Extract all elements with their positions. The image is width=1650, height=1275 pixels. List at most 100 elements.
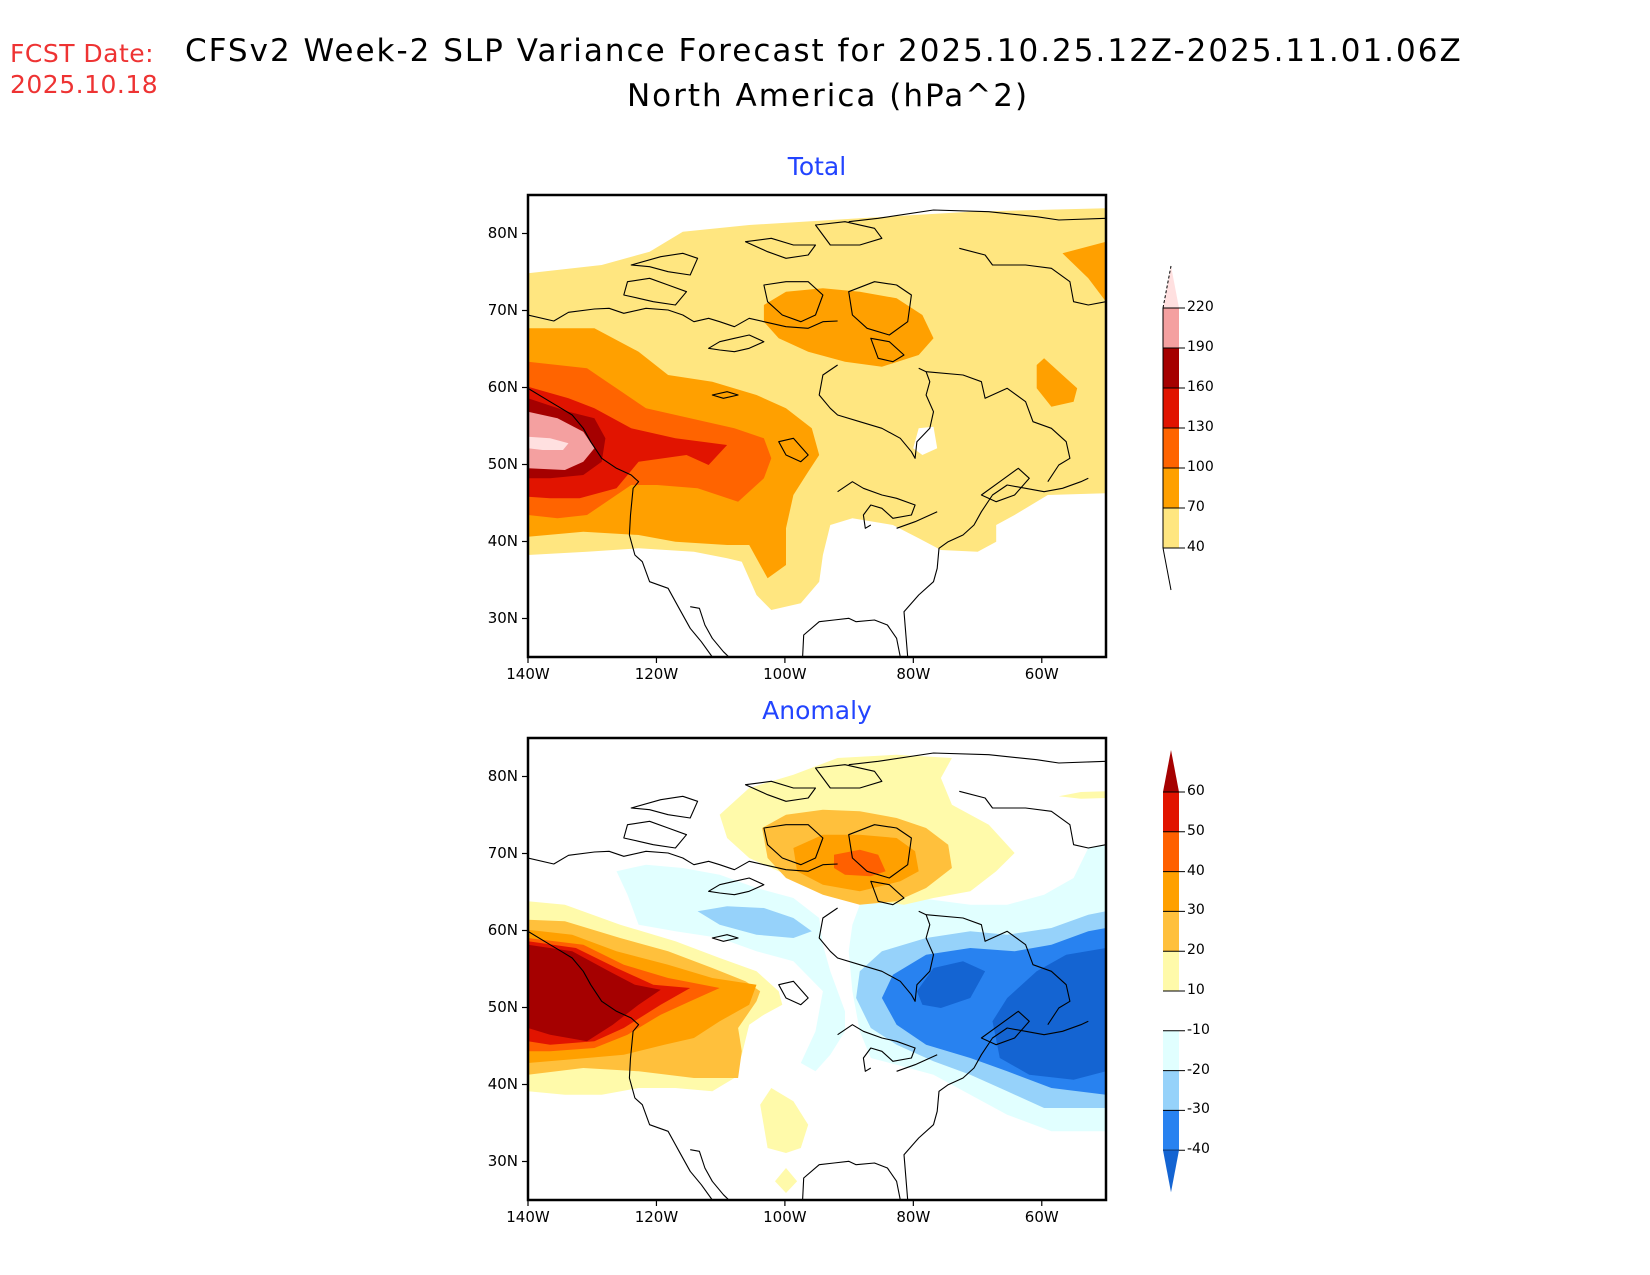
island-southampton [708,334,765,353]
lon-tick-label: 100W [763,1208,807,1226]
great-lakes [837,481,916,529]
total-map [522,193,1108,663]
coast-greenland-north [848,209,1106,223]
coast-hudson-bay [818,907,935,1002]
colorbar-label: -10 [1187,1021,1210,1038]
contour-total-190 [528,411,595,470]
island-baffin-w [763,824,824,866]
colorbar-extend-low [1162,547,1172,591]
lon-tick-label: 120W [634,665,679,683]
main-title: CFSv2 Week-2 SLP Variance Forecast for 2… [185,33,1463,69]
colorbar-anomaly [1163,750,1185,1193]
lat-tick-label: 60N [487,920,518,939]
map-frame [526,736,1108,1202]
lat-tick-label: 50N [487,997,518,1016]
colorbar-swatch [1163,1030,1179,1071]
colorbar-swatch [1163,1110,1179,1151]
island-baffin-e [848,281,912,336]
coast-gulf [802,617,901,657]
main-subtitle: North America (hPa^2) [626,78,1030,114]
contour-anom-40-north [834,849,886,877]
colorbar-extend-high-outline [1162,265,1172,309]
lake-winnipeg [778,980,809,1006]
lon-tick-label: 100W [763,665,807,683]
lat-tick-label: 30N [487,1151,518,1170]
coast-greenland-west [959,247,1106,306]
colorbar-label: 20 [1187,942,1205,959]
colorbar-label: 190 [1187,339,1214,355]
lat-tick-label: 70N [487,843,518,862]
anomaly-contours [528,752,1106,1200]
lat-tick-label: 70N [487,300,518,319]
colorbar-total [1162,265,1185,591]
lake-athabasca [711,934,739,942]
colorbar-swatch [1163,308,1179,348]
great-lakes [837,1024,916,1072]
lon-tick-label: 120W [634,1208,679,1226]
colorbar-swatch [1163,428,1179,468]
coast-hudson-bay [818,364,935,459]
contour-total-70-labrador [1036,358,1078,407]
fcst-label: FCST Date: [10,39,155,68]
lat-tick-label: 80N [487,223,518,242]
lat-tick-label: 30N [487,608,518,627]
colorbar-swatch [1163,951,1179,991]
island-south-baffin [870,337,905,363]
contour-total-220 [528,436,569,450]
contour-anom-neg40-atlantic [992,948,1106,1080]
coast-gulf [802,1160,901,1200]
panel-title-total: Total [787,152,847,181]
lake-winnipeg [778,437,809,463]
map-frame [526,193,1108,659]
lat-tick-label: 40N [487,531,518,550]
island-baffin-e [848,824,912,879]
coast-labrador [926,371,1071,483]
fcst-date: 2025.10.18 [10,70,159,99]
island-ellesmere [814,764,883,789]
colorbar-swatch [1163,991,1179,1031]
colorbar-label: 160 [1187,379,1214,395]
island-banks [630,795,699,819]
lon-tick-label: 80W [896,665,931,683]
contour-anom-neg40-ontario [916,961,986,1008]
lat-tick-label: 40N [487,1074,518,1093]
colorbar-swatch [1163,388,1179,428]
island-devon [744,237,817,259]
contour-anom-neg20-west [697,906,812,938]
colorbar-label: 70 [1187,499,1205,515]
island-ellesmere [814,221,883,246]
lake-athabasca [711,391,739,399]
coast-arctic-mainland [528,850,838,872]
coast-east [903,1020,1089,1200]
coast-east [903,477,1089,657]
island-devon [744,780,817,802]
lat-tick-label: 80N [487,766,518,785]
coastlines [528,209,1106,657]
coast-west [528,930,713,1200]
lat-tick-label: 60N [487,377,518,396]
coast-greenland-north [848,752,1106,766]
anomaly-map [522,736,1108,1206]
colorbar-swatch [1163,871,1179,912]
contour-total-70-greenland [1062,241,1106,302]
total-contours [528,208,1106,657]
lon-tick-label: 60W [1024,1208,1059,1226]
coastlines [528,752,1106,1200]
contour-anom-60 [528,944,661,1042]
forecast-date-label: FCST Date: 2025.10.18 [10,38,158,100]
colorbar-extend-high [1163,750,1179,792]
coast-baja [690,1149,730,1200]
coast-baja [690,606,730,657]
colorbar-swatch [1163,508,1179,548]
colorbar-extend-low [1163,1150,1179,1193]
lon-tick-label: 140W [506,665,550,683]
island-banks [630,252,699,276]
island-south-baffin [870,880,905,906]
colorbar-swatch [1163,468,1179,508]
lon-tick-label: 140W [506,1208,550,1226]
lon-tick-label: 80W [896,1208,931,1226]
lake-erie-ontario [896,511,938,529]
island-victoria [623,277,688,306]
lat-tick-label: 50N [487,454,518,473]
